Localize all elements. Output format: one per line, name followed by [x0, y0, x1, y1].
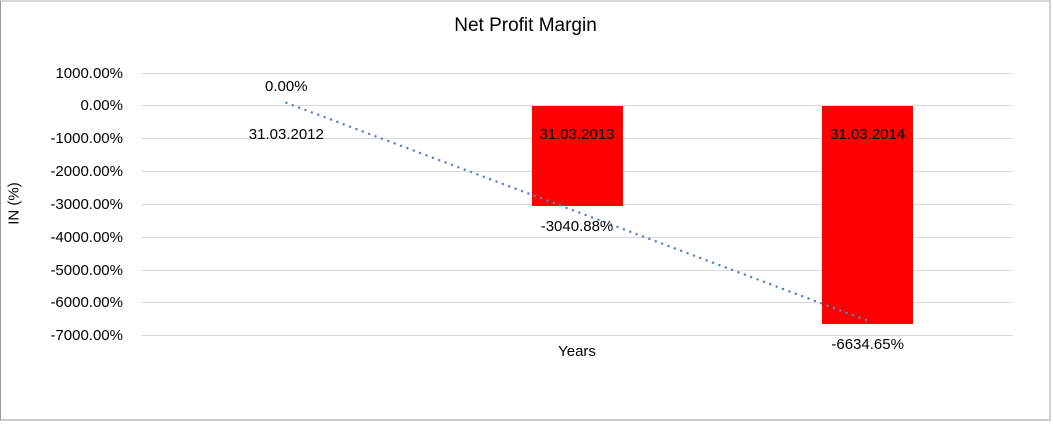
- x-axis-title: Years: [558, 343, 596, 360]
- category-label: 31.03.2013: [539, 126, 615, 143]
- y-tick-label: 0.00%: [80, 97, 123, 115]
- y-tick-label: -5000.00%: [50, 261, 123, 279]
- bar: [531, 105, 623, 206]
- data-label: -6634.65%: [831, 335, 904, 353]
- y-tick-label: -6000.00%: [50, 294, 123, 312]
- y-tick-label: -4000.00%: [50, 228, 123, 246]
- y-tick-label: 1000.00%: [55, 64, 123, 82]
- data-label: -3040.88%: [540, 217, 614, 235]
- y-tick-label: -1000.00%: [50, 130, 123, 148]
- gridline: [141, 335, 1013, 337]
- y-tick-label: -3000.00%: [50, 195, 123, 213]
- gridline: [141, 72, 1013, 74]
- category-label: 31.03.2012: [248, 126, 324, 143]
- data-label: 0.00%: [265, 77, 308, 95]
- category-label: 31.03.2014: [830, 126, 906, 143]
- y-tick-label: -2000.00%: [50, 163, 123, 180]
- y-tick-label: -7000.00%: [50, 327, 123, 345]
- chart-title: Net Profit Margin: [454, 15, 597, 36]
